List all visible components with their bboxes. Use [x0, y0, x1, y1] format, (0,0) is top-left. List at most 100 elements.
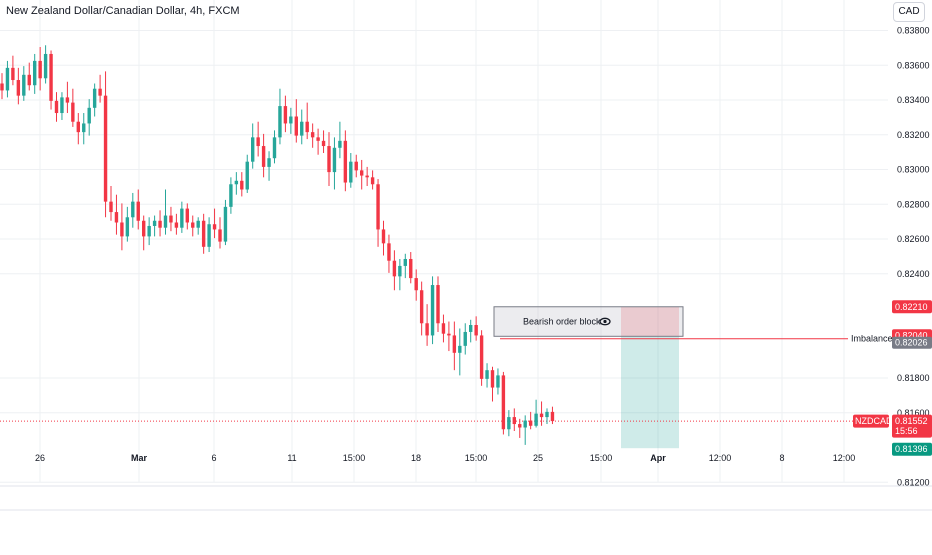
currency-button[interactable]: CAD [893, 2, 925, 22]
time-axis[interactable]: 26 Mar 6 11 15:00 18 15:00 25 15:00 Apr 12:00 8 12:0… [35, 453, 855, 463]
candle-body [316, 137, 320, 141]
candle-body [321, 140, 326, 147]
candle-body [16, 80, 21, 96]
candle-body [185, 208, 189, 223]
candle-body [343, 140, 348, 183]
imbalance-price-text: 0.82026 [895, 338, 928, 348]
candle-body [463, 331, 467, 346]
target-price-tag [892, 442, 932, 456]
x-tick-label: 6 [211, 453, 216, 463]
order-block-box[interactable]: Bearish order block [493, 306, 684, 337]
candle-body [136, 201, 140, 221]
y-tick-label: 0.82400 [897, 269, 930, 279]
eye-icon[interactable] [599, 317, 611, 326]
y-tick-label: 0.83400 [897, 95, 930, 105]
candle-body [212, 224, 217, 230]
candle-body [245, 161, 249, 190]
candle-body [539, 413, 544, 418]
candle-body [191, 222, 195, 228]
candle-body [425, 323, 429, 336]
x-tick-label: 15:00 [590, 453, 613, 463]
x-tick-label: 15:00 [343, 453, 366, 463]
candle-body [27, 74, 31, 86]
order-block-rect[interactable] [493, 306, 684, 337]
candle-body [365, 175, 369, 178]
y-tick-label: 0.81800 [897, 373, 930, 383]
stop-loss-zone[interactable] [621, 306, 679, 337]
target-price-text: 0.81396 [895, 444, 928, 454]
symbol-tag [853, 414, 889, 428]
candle-body [109, 201, 113, 213]
candle-body [469, 325, 473, 332]
candle-body [43, 53, 48, 79]
candle-body [523, 420, 527, 428]
candle-body [82, 123, 86, 133]
candle-body [261, 146, 266, 167]
candle-body [474, 325, 478, 336]
y-tick-label: 0.81200 [897, 477, 930, 487]
candle-body [419, 290, 424, 324]
entry-price-text: 0.82040 [895, 330, 928, 340]
x-tick-label: 12:00 [709, 453, 732, 463]
candle-body [300, 121, 304, 136]
symbol-tag-text: NZDCAD [855, 416, 893, 426]
candle-body [507, 417, 511, 430]
candle-body [528, 420, 533, 426]
candle-body [327, 146, 331, 173]
candle-body [169, 215, 173, 223]
candle-body [223, 206, 228, 242]
candle-body [240, 180, 244, 190]
take-profit-zone[interactable] [621, 336, 679, 449]
candle-body [392, 260, 397, 277]
candle-body [387, 243, 391, 261]
candle-body [485, 370, 489, 379]
candle-body [49, 53, 53, 101]
candle-body [545, 411, 549, 418]
y-tick-label: 0.83000 [897, 165, 930, 175]
candle-body [22, 74, 26, 96]
x-tick-label: 11 [287, 453, 296, 463]
candle-body [98, 88, 102, 96]
candle-body [430, 285, 435, 336]
candle-body [251, 137, 255, 162]
candle-body [152, 220, 157, 226]
price-labels: 0.82210 0.82040 0.82026 NZDCAD 0.81552 1… [853, 300, 932, 456]
candle-body [65, 97, 70, 103]
candle-body [496, 375, 500, 388]
candle-body [403, 258, 407, 266]
symbol-title: New Zealand Dollar/Canadian Dollar, 4h, … [6, 5, 240, 17]
x-tick-label: 25 [533, 453, 543, 463]
x-tick-label: 8 [779, 453, 784, 463]
candle-body [436, 285, 440, 324]
candle-body [370, 177, 375, 185]
candle-body [452, 335, 457, 353]
candle-body [33, 60, 37, 86]
candle-body [142, 220, 146, 237]
candlestick-series [0, 45, 555, 445]
x-tick-label: 26 [35, 453, 45, 463]
x-tick-label: Apr [650, 453, 666, 463]
position-tool[interactable] [621, 306, 679, 449]
candle-body [294, 116, 298, 136]
imbalance-label: Imbalance [851, 334, 893, 344]
y-tick-label: 0.83600 [897, 60, 930, 70]
order-block-label: Bearish order block [523, 317, 601, 327]
candle-body [518, 424, 522, 428]
y-tick-label: 0.81600 [897, 408, 930, 418]
candle-body [398, 265, 402, 277]
candle-body [196, 220, 200, 228]
candle-body [207, 224, 211, 247]
current-price-tag [892, 414, 932, 438]
candle-body [272, 137, 277, 159]
candle-body [501, 375, 506, 430]
candle-body [283, 106, 288, 124]
candle-body [180, 208, 184, 228]
candle-body [332, 147, 337, 173]
candle-body [114, 212, 119, 223]
y-tick-label: 0.82600 [897, 234, 930, 244]
price-axis[interactable]: 0.83800 0.83600 0.83400 0.83200 0.83000 0.828… [897, 26, 930, 488]
candle-body [174, 222, 179, 228]
candle-body [267, 158, 271, 167]
